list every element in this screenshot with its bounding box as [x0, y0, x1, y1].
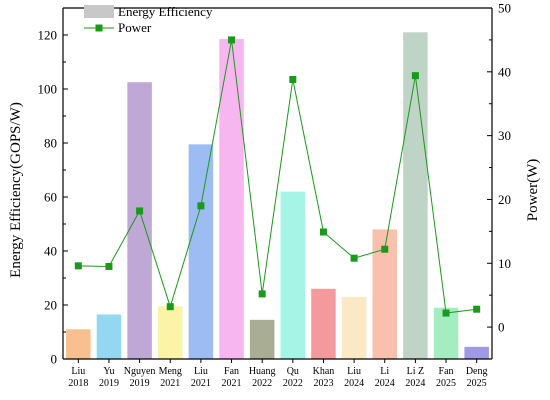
power-marker	[228, 36, 236, 44]
y-left-tick-label: 80	[44, 136, 57, 151]
y-right-tick-label: 10	[498, 256, 511, 271]
x-tick-label: Liu 2018	[68, 366, 88, 389]
legend-marker-power	[95, 24, 103, 32]
y-left-tick-label: 60	[44, 190, 57, 205]
y-left-tick-label: 120	[38, 28, 58, 43]
bar	[66, 329, 91, 359]
y-right-tick-label: 40	[498, 64, 511, 79]
x-tick-label: Fan 2025	[436, 366, 456, 389]
x-tick-label: Huang 2022	[249, 366, 276, 389]
bar	[249, 319, 275, 359]
power-marker	[289, 75, 297, 83]
x-tick-label: Li 2024	[375, 366, 395, 389]
x-tick-label: Liu 2024	[344, 366, 364, 389]
legend-swatch-energy-efficiency	[84, 5, 114, 18]
power-marker	[258, 290, 266, 298]
power-marker	[166, 303, 174, 311]
bar	[311, 288, 336, 359]
y-left-tick-label: 20	[44, 298, 57, 313]
power-marker	[197, 202, 205, 210]
x-tick-label: Deng 2025	[466, 366, 488, 389]
y-left-tick-label: 40	[44, 244, 57, 259]
power-marker	[105, 262, 113, 270]
y-right-tick-label: 30	[498, 128, 511, 143]
bar	[96, 314, 122, 359]
y-axis-right-title: Power(W)	[525, 159, 541, 221]
bar	[219, 39, 244, 360]
power-marker	[136, 207, 144, 215]
y-left-tick-label: 0	[51, 352, 58, 367]
x-tick-label: Qu 2022	[283, 366, 303, 389]
bar	[464, 346, 489, 359]
x-tick-label: Liu 2021	[191, 366, 211, 389]
y-left-tick-label: 100	[38, 82, 58, 97]
bar	[280, 191, 306, 359]
power-marker	[381, 245, 389, 253]
power-marker	[350, 254, 358, 262]
legend-label-energy-efficiency: Energy Efficiency	[118, 4, 213, 19]
bar-series	[66, 32, 489, 360]
x-tick-label: Nguyen 2019	[124, 366, 156, 389]
power-marker	[74, 262, 82, 270]
x-tick-label: Yu 2019	[99, 366, 119, 389]
y-right-tick-label: 0	[498, 320, 505, 335]
bar	[127, 82, 152, 359]
x-tick-label: Li Z 2024	[405, 366, 425, 389]
y-right-tick-label: 20	[498, 192, 511, 207]
x-tick-label: Khan 2023	[313, 366, 335, 389]
power-marker	[473, 305, 481, 313]
power-marker	[319, 228, 327, 236]
x-tick-label: Fan 2021	[222, 366, 242, 389]
line-series	[74, 36, 481, 317]
x-tick-label: Meng 2021	[159, 366, 182, 389]
bar	[188, 144, 214, 359]
y-axis-left-title: Energy Efficiency(GOPS/W)	[8, 102, 24, 278]
power-marker	[411, 72, 419, 80]
y-right-tick-label: 50	[498, 1, 511, 16]
bar	[157, 306, 183, 359]
bar	[403, 32, 428, 360]
bar	[341, 296, 367, 359]
power-line	[78, 39, 477, 314]
axes: 0 20 40 60 80 100 120 0 10 20 30 40 50 Liu 2018 Yu 2019N…	[38, 1, 512, 390]
legend-label-power: Power	[118, 20, 152, 35]
power-marker	[442, 309, 450, 317]
